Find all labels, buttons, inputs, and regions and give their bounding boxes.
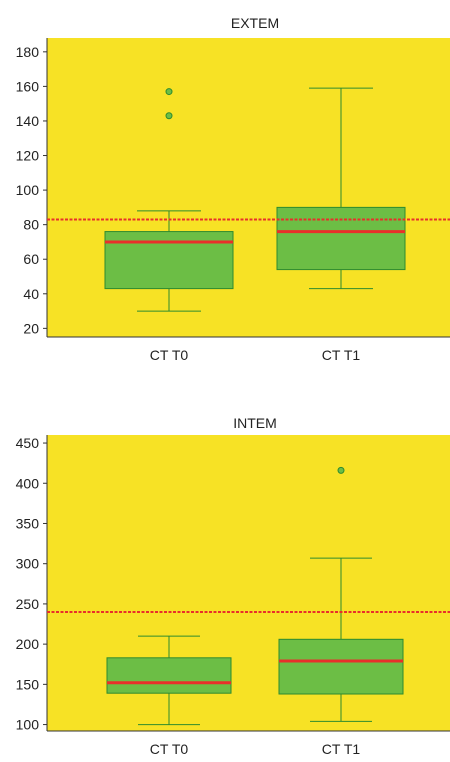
y-tick-label: 100 [16,717,40,733]
y-tick-label: 400 [16,475,40,491]
y-tick-label: 120 [16,148,40,164]
chart-title: INTEM [233,415,277,431]
extem-chart: EXTEM 20 40 60 80 100 120 140 160 180 CT T0 CT T1 [0,0,450,380]
intem-chart: INTEM 100 150 200 250 300 350 400 450 CT T0 CT T1 [0,400,450,762]
y-tick-label: 180 [16,44,40,60]
chart-svg: EXTEM 20 40 60 80 100 120 140 160 180 CT T0 CT T1 [16,15,450,363]
x-category-label: CT T1 [322,741,361,757]
y-tick-label: 40 [23,286,39,302]
box-ct-t1 [276,87,406,290]
outlier-point [337,466,345,474]
x-category-label: CT T0 [150,741,189,757]
y-tick-label: 160 [16,78,40,94]
outlier-point [165,88,173,96]
y-tick-label: 20 [23,320,39,336]
y-tick-label: 200 [16,636,40,652]
box-ct-t0 [106,635,232,726]
box-ct-t1 [278,466,404,722]
chart-title: EXTEM [231,15,279,31]
x-category-label: CT T1 [322,347,361,363]
y-tick-label: 450 [16,435,40,451]
outlier-point [165,112,173,120]
y-tick-label: 60 [23,251,39,267]
y-tick-label: 300 [16,556,40,572]
iqr-box [104,231,234,290]
y-tick-label: 140 [16,113,40,129]
box-ct-t0 [104,88,234,312]
x-category-label: CT T0 [150,347,189,363]
y-tick-label: 350 [16,515,40,531]
y-tick-label: 80 [23,217,39,233]
iqr-box [278,638,404,695]
y-tick-label: 150 [16,676,40,692]
y-tick-label: 250 [16,596,40,612]
chart-svg: INTEM 100 150 200 250 300 350 400 450 CT T0 CT T1 [16,415,450,757]
plot-area [47,38,450,337]
y-tick-label: 100 [16,182,40,198]
iqr-box [106,657,232,694]
iqr-box [276,206,406,271]
